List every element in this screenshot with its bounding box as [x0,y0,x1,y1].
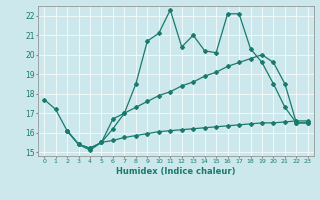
X-axis label: Humidex (Indice chaleur): Humidex (Indice chaleur) [116,167,236,176]
